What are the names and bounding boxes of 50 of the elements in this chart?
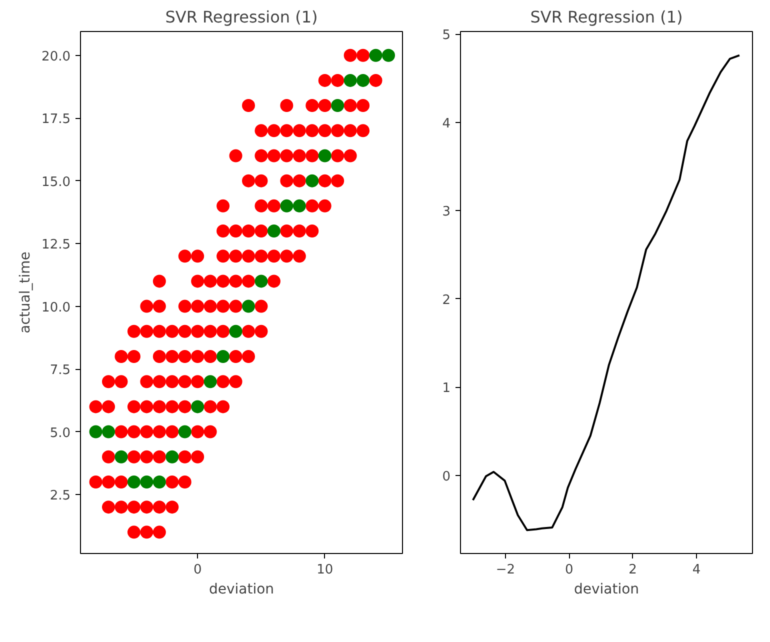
point	[191, 400, 204, 414]
point	[229, 324, 242, 338]
point	[166, 450, 179, 464]
y-tick-label: 12.5	[42, 238, 71, 253]
x-tick-label: 10	[316, 562, 334, 578]
x-tick-label: 4	[692, 562, 701, 578]
point	[318, 149, 332, 162]
point	[152, 475, 166, 488]
chart-title: SVR Regression (1)	[530, 8, 683, 26]
chart-title: SVR Regression (1)	[165, 8, 318, 26]
x-tick-label: 2	[628, 562, 637, 578]
y-tick-label: 5	[442, 28, 451, 44]
y-tick-label: 5.0	[50, 426, 71, 441]
line-series	[472, 54, 740, 532]
point	[280, 199, 294, 212]
point	[114, 450, 128, 464]
point	[292, 199, 306, 212]
point	[382, 48, 395, 62]
point	[331, 99, 344, 112]
point	[204, 375, 217, 388]
point	[89, 425, 102, 438]
y-tick-label: 17.5	[42, 112, 71, 128]
point	[369, 48, 382, 62]
y-tick-label: 0	[442, 469, 451, 484]
y-tick-label: 10.0	[42, 300, 71, 316]
y-tick-label: 1	[442, 381, 451, 396]
x-tick-label: −2	[496, 562, 515, 578]
x-axis-title: deviation	[208, 582, 274, 598]
point	[306, 174, 319, 188]
y-tick-label: 2	[442, 292, 451, 308]
y-axis-title: actual_time	[18, 252, 34, 334]
y-tick-label: 20.0	[42, 49, 71, 64]
point	[127, 475, 140, 488]
point	[102, 425, 115, 438]
y-tick-label: 4	[442, 116, 451, 132]
y-tick-label: 3	[442, 204, 451, 220]
y-tick-label: 7.5	[50, 363, 71, 378]
x-tick-label: 0	[564, 562, 574, 578]
point	[356, 74, 370, 87]
point	[216, 350, 230, 363]
point	[178, 425, 192, 438]
point	[140, 475, 154, 488]
point	[267, 224, 280, 238]
x-axis-title: deviation	[574, 582, 640, 598]
point	[344, 74, 357, 87]
y-tick-label: 15.0	[42, 174, 71, 190]
y-tick-label: 2.5	[50, 488, 71, 504]
x-tick-label: 0	[193, 562, 202, 578]
point	[254, 274, 268, 288]
point	[242, 300, 255, 313]
